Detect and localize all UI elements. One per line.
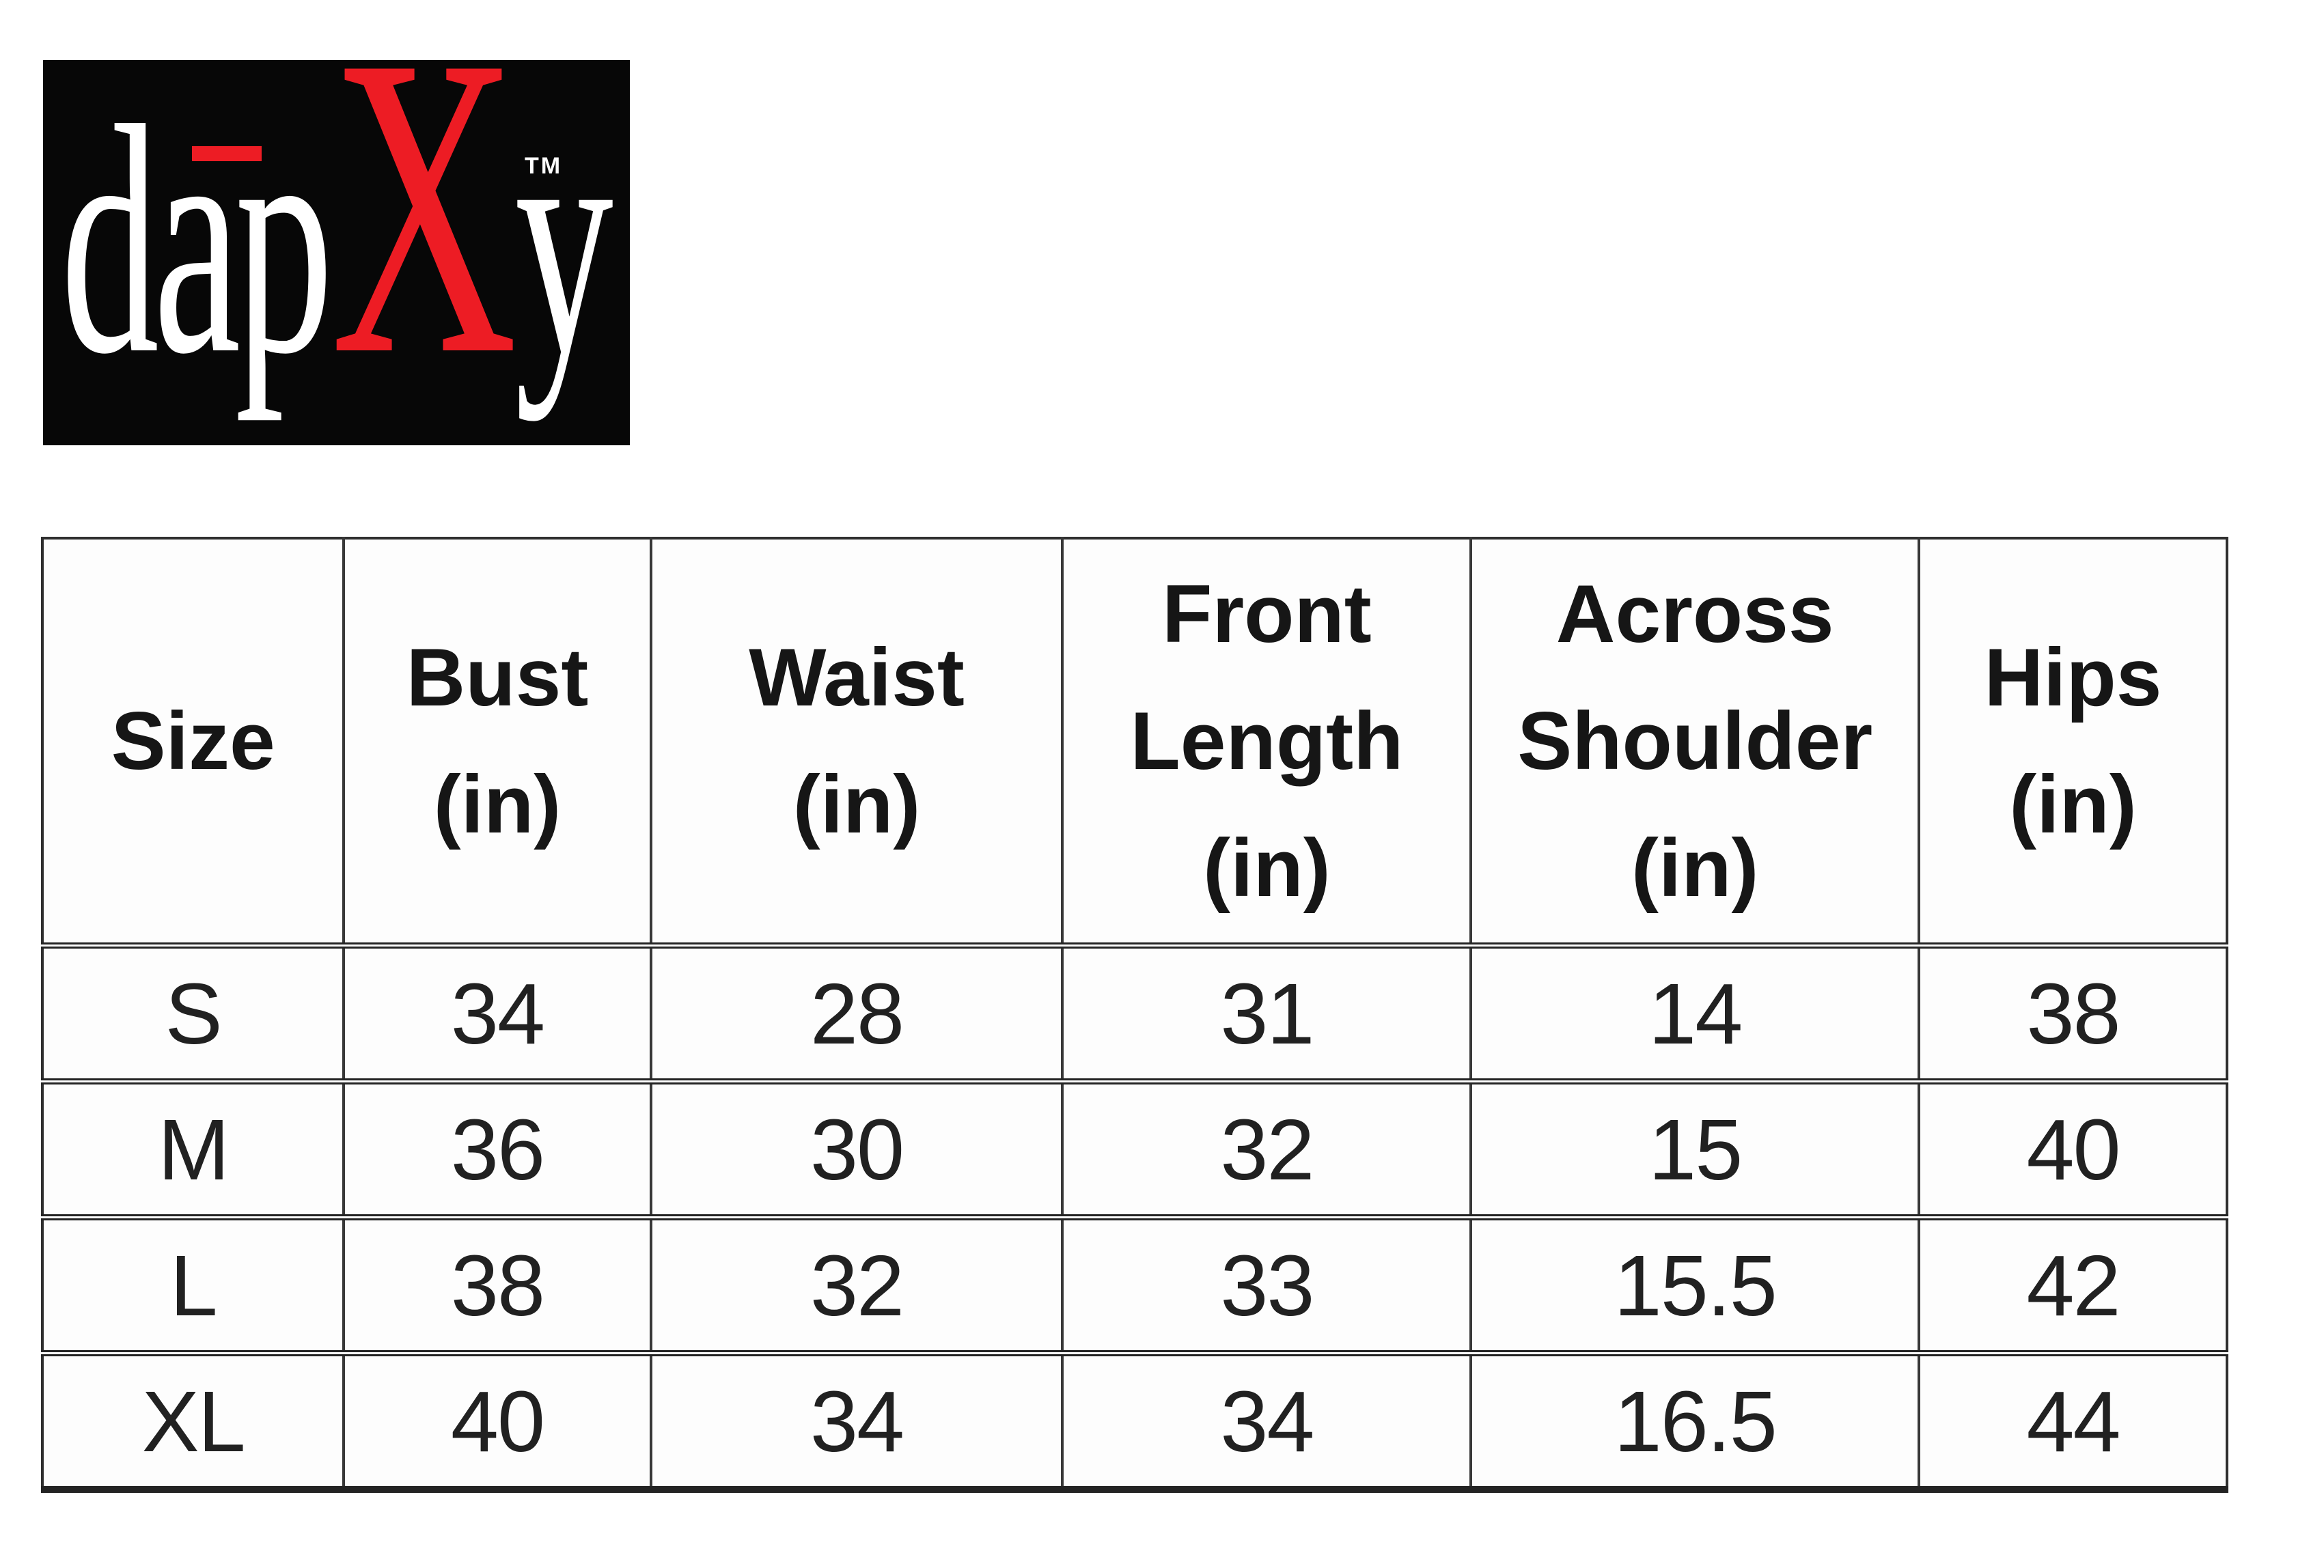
brand-logo: d a p X y TM	[43, 60, 630, 445]
table-row-s: S 34 28 31 14 38	[42, 945, 2227, 1084]
table-row-l: L 38 32 33 15.5 42	[42, 1217, 2227, 1356]
header-line: Length	[1130, 695, 1404, 787]
size-cell: S	[42, 945, 344, 1084]
logo-letter-d: d	[61, 60, 159, 421]
header-line: (in)	[2009, 759, 2137, 850]
waist-cell: 28	[649, 945, 1063, 1084]
brand-logo-text: d a p X y	[61, 60, 613, 444]
hips-cell: 40	[1918, 1081, 2227, 1220]
logo-letter-a: a	[153, 60, 241, 421]
size-cell: L	[42, 1217, 344, 1356]
size-chart-table: Size Bust (in) Waist (in) Front Length (…	[41, 537, 2228, 1493]
trademark-label: TM	[525, 153, 563, 179]
header-line: (in)	[1631, 822, 1759, 914]
across-shoulder-cell: 16.5	[1469, 1353, 1920, 1489]
bust-cell: 38	[342, 1217, 651, 1356]
header-line: Across	[1555, 568, 1834, 660]
hips-cell: 44	[1918, 1353, 2227, 1489]
logo-letter-y: y	[514, 60, 613, 421]
macron-accent-bar	[192, 146, 262, 161]
column-header-size: Size	[42, 538, 344, 949]
bust-cell: 36	[342, 1081, 651, 1220]
table-row-xl: XL 40 34 34 16.5 44	[42, 1353, 2227, 1489]
header-line: Bust	[406, 632, 589, 723]
table-row-m: M 36 30 32 15 40	[42, 1081, 2227, 1220]
hips-cell: 42	[1918, 1217, 2227, 1356]
header-line: Shoulder	[1517, 695, 1873, 787]
column-header-hips: Hips (in)	[1918, 538, 2227, 949]
bust-cell: 40	[342, 1353, 651, 1489]
front-length-cell: 33	[1061, 1217, 1471, 1356]
column-header-front-length: Front Length (in)	[1061, 538, 1471, 949]
header-line: (in)	[1203, 822, 1331, 914]
header-line: Hips	[1984, 632, 2162, 723]
size-cell: M	[42, 1081, 344, 1220]
column-header-bust: Bust (in)	[342, 538, 651, 949]
column-header-waist: Waist (in)	[649, 538, 1063, 949]
size-cell: XL	[141, 1373, 246, 1470]
header-line: Size	[111, 695, 275, 787]
front-length-cell: 31	[1061, 945, 1471, 1084]
waist-cell: 30	[649, 1081, 1063, 1220]
logo-letter-x: X	[331, 60, 517, 444]
column-header-across-shoulder: Across Shoulder (in)	[1469, 538, 1920, 949]
waist-cell: 34	[649, 1353, 1063, 1489]
front-length-cell: 32	[1061, 1081, 1471, 1220]
across-shoulder-cell: 15	[1469, 1081, 1920, 1220]
header-line: (in)	[792, 759, 921, 850]
hips-cell: 38	[1918, 945, 2227, 1084]
front-length-cell: 34	[1061, 1353, 1471, 1489]
header-line: Waist	[749, 632, 965, 723]
bust-cell: 34	[342, 945, 651, 1084]
header-row: Size Bust (in) Waist (in) Front Length (…	[42, 538, 2227, 949]
header-line: Front	[1162, 568, 1372, 660]
across-shoulder-cell: 15.5	[1469, 1217, 1920, 1356]
logo-letter-p: p	[235, 60, 333, 421]
across-shoulder-cell: 14	[1469, 945, 1920, 1084]
waist-cell: 32	[649, 1217, 1063, 1356]
header-line: (in)	[433, 759, 562, 850]
